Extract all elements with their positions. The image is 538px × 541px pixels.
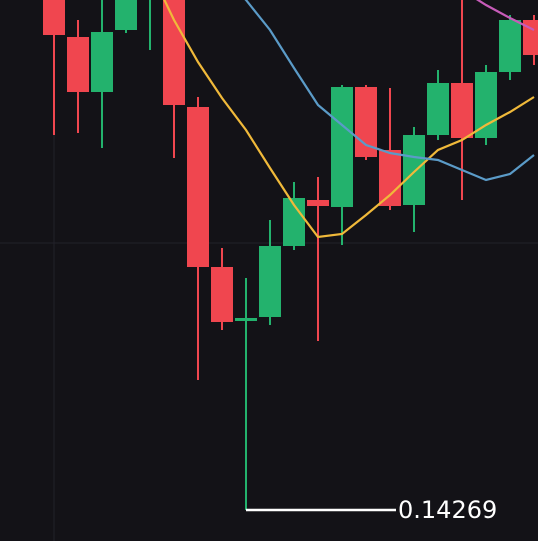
candle-body bbox=[379, 150, 401, 206]
moving-average-line bbox=[475, 0, 535, 31]
candle-body bbox=[187, 107, 209, 267]
candle-body bbox=[67, 37, 89, 92]
candle-body bbox=[235, 318, 257, 321]
candle-body bbox=[499, 20, 521, 72]
candle-body bbox=[523, 20, 538, 55]
candle-body bbox=[427, 83, 449, 135]
candle-body bbox=[451, 83, 473, 138]
candle-body bbox=[307, 200, 329, 206]
candle-body bbox=[211, 267, 233, 322]
moving-average-line bbox=[244, 0, 535, 182]
candle-body bbox=[163, 0, 185, 105]
candle-body bbox=[283, 198, 305, 246]
candle-body bbox=[475, 72, 497, 138]
candle-body bbox=[91, 32, 113, 92]
candle-body bbox=[259, 246, 281, 317]
candle-body bbox=[331, 87, 353, 207]
candle-body bbox=[115, 0, 137, 30]
low-marker-label: 0.14269 bbox=[398, 496, 497, 524]
candle-body bbox=[403, 135, 425, 205]
moving-average-line bbox=[163, 0, 535, 239]
candle-body bbox=[43, 0, 65, 35]
